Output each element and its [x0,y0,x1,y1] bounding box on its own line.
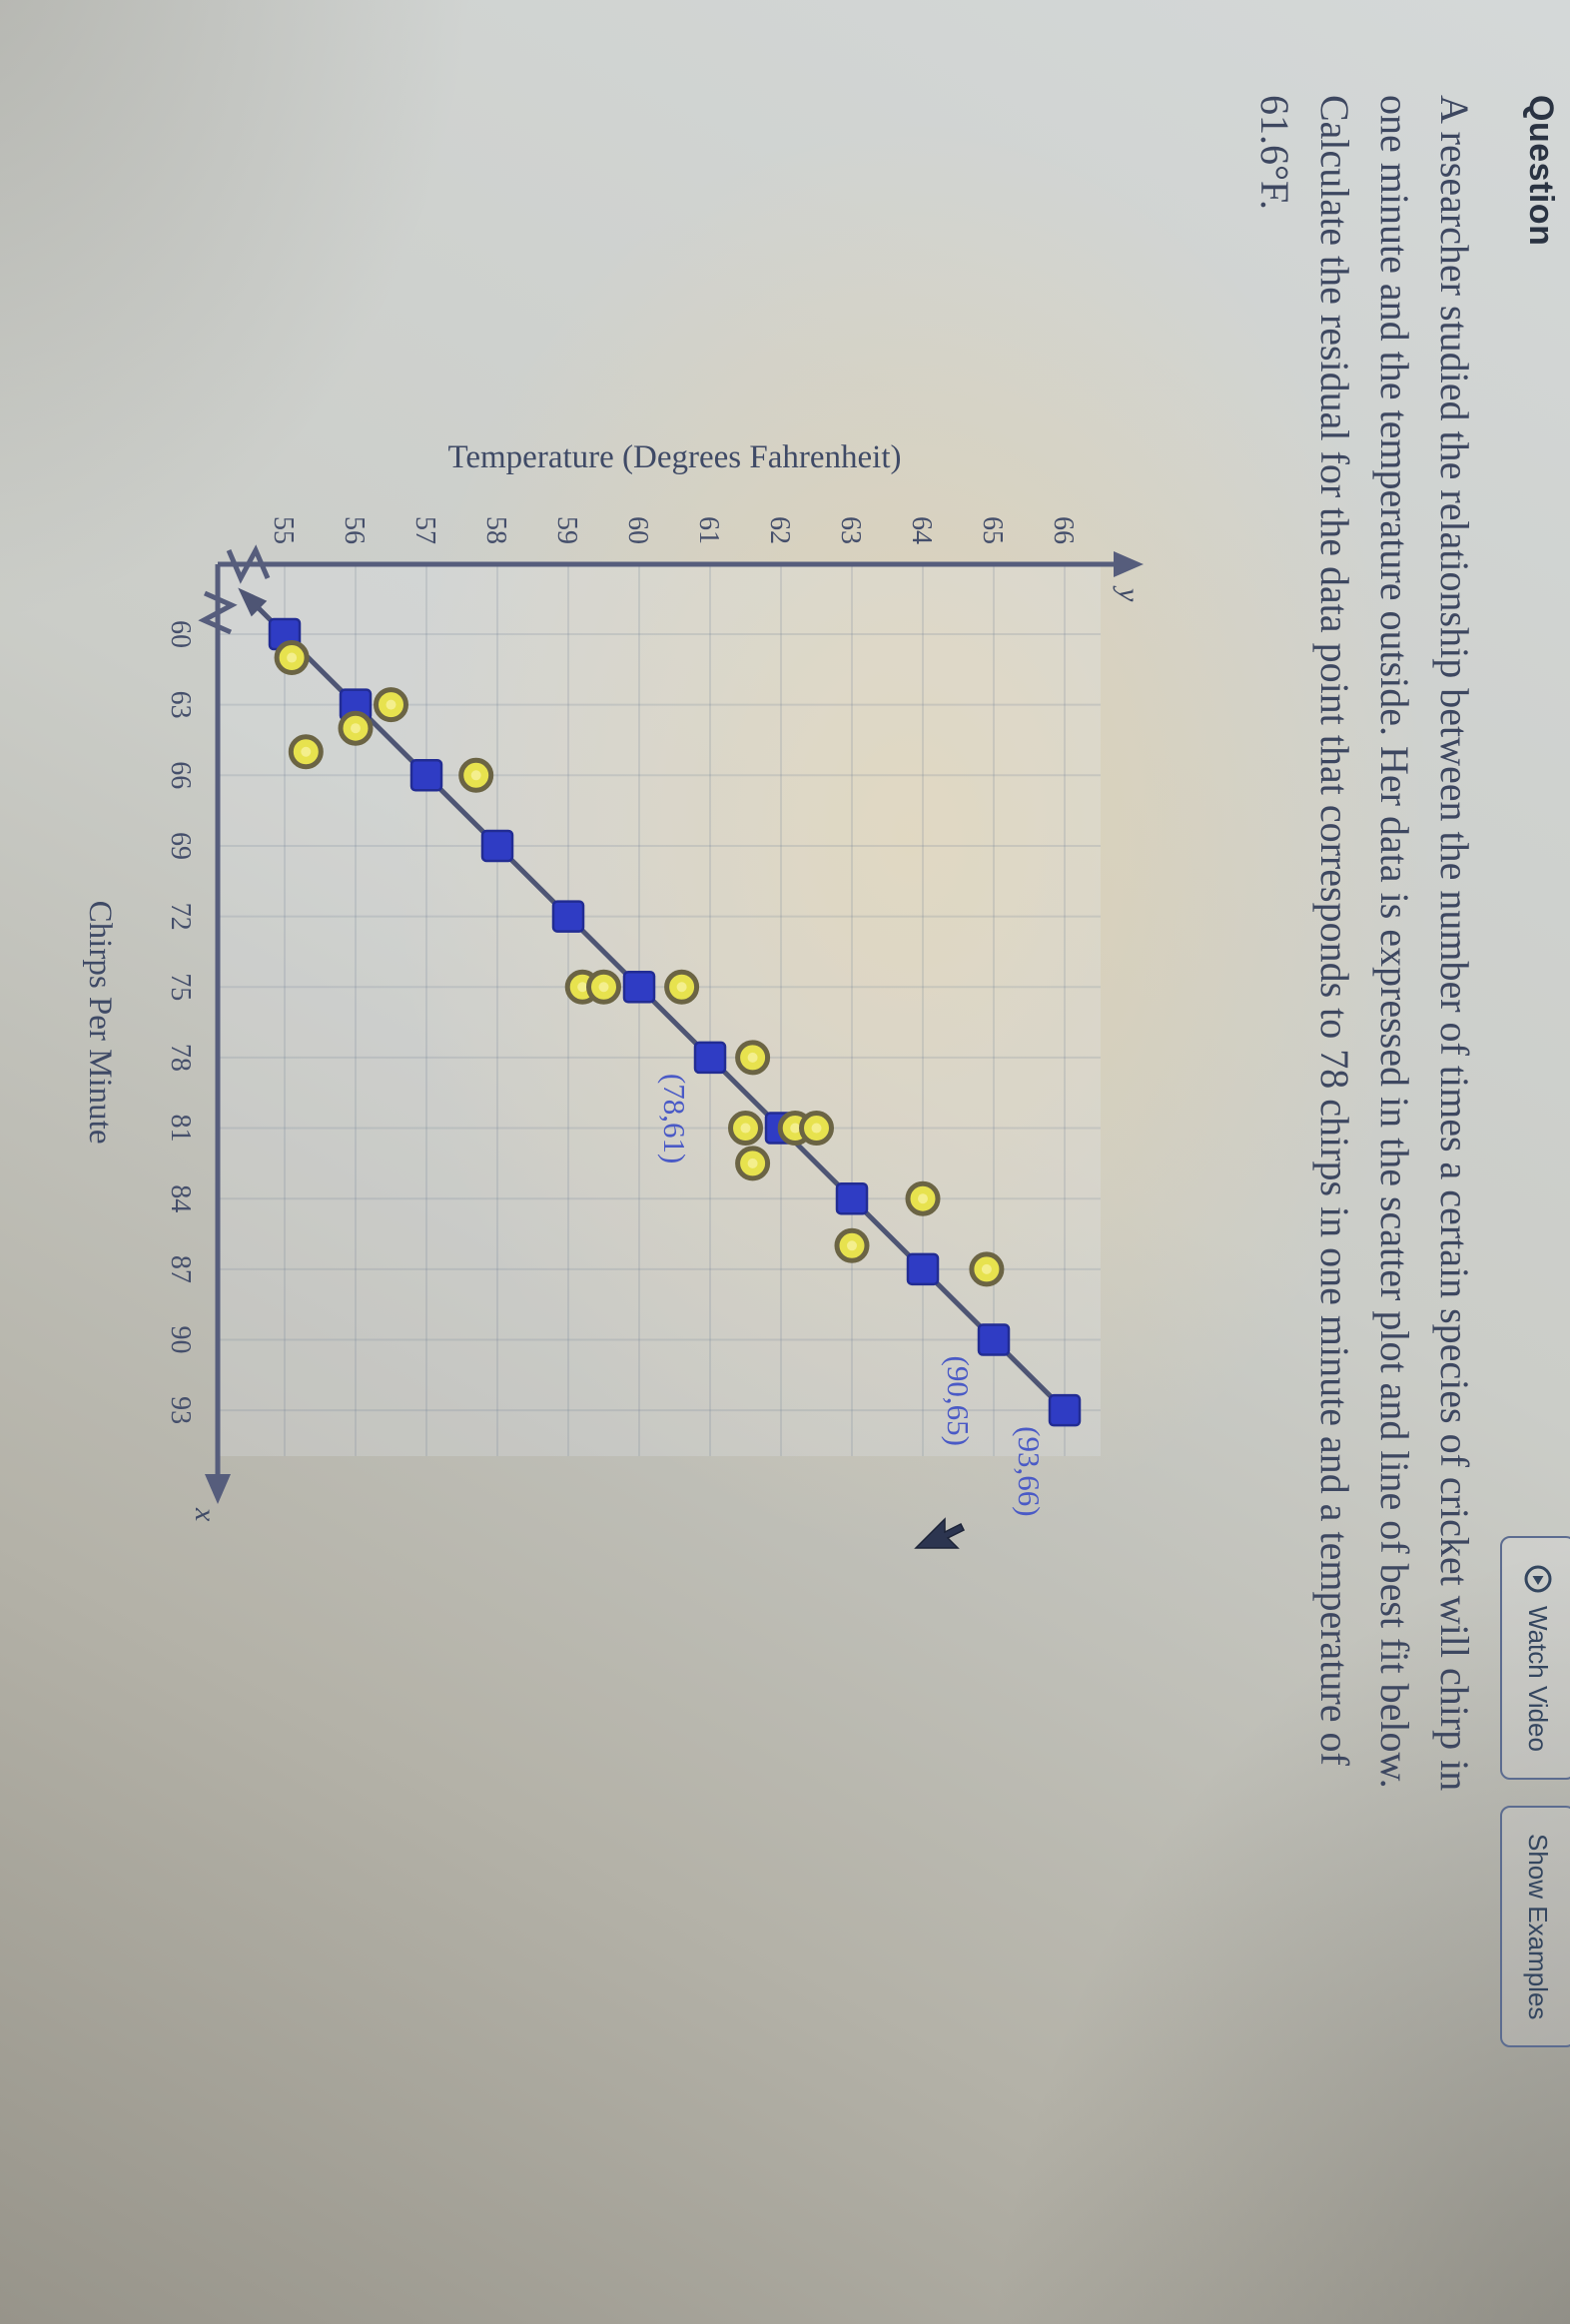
scatter-point-center [790,1123,801,1134]
y-tick-label: 60 [622,516,653,544]
y-tick-label: 56 [339,516,370,544]
x-tick-label: 75 [165,973,196,1001]
x-tick-label: 60 [165,620,196,648]
best-fit-point [480,829,514,863]
point-label: (90,65) [941,1356,976,1446]
best-fit-point [835,1181,869,1215]
scatter-point-center [981,1263,992,1274]
x-tick-label: 72 [165,903,196,931]
x-tick-label: 81 [165,1115,196,1143]
best-fit-point [1048,1393,1082,1427]
play-circle-icon [1523,1564,1553,1594]
mouse-cursor [914,1517,966,1549]
x-axis-letter: x [189,1507,222,1522]
scatter-point-center [676,982,687,993]
y-tick-label: 59 [551,516,582,544]
scatter-point-center [598,982,609,993]
x-tick-label: 87 [165,1255,196,1283]
x-tick-label: 84 [165,1184,196,1212]
scatter-point-center [470,770,481,781]
best-fit-point [693,1041,727,1075]
scatter-point-center [811,1123,822,1134]
best-fit-point [977,1323,1011,1356]
best-fit-point [551,900,585,933]
point-label: (78,61) [657,1074,692,1163]
scatter-point-center [747,1158,758,1168]
best-fit-point [622,971,656,1004]
y-tick-label: 66 [1048,516,1079,544]
scatter-point-center [287,652,298,663]
y-tick-label: 62 [764,516,795,544]
y-tick-label: 57 [409,516,440,544]
scatter-point-center [847,1240,857,1251]
header-buttons: Watch Video Show Examples [1500,1536,1570,2048]
watch-video-button[interactable]: Watch Video [1500,1536,1570,1780]
y-axis-break [226,544,271,584]
y-tick-label: 63 [835,516,866,544]
x-axis-arrow [205,1474,231,1504]
y-tick-label: 64 [906,516,937,544]
scatter-point-center [351,723,361,734]
y-tick-label: 65 [977,516,1008,544]
x-axis-title: Chirps Per Minute [82,901,118,1145]
scatter-point-center [386,699,396,710]
best-fit-point [906,1252,940,1286]
scatter-point-center [918,1193,928,1204]
scatter-point-center [747,1052,758,1063]
y-axis-title: Temperature (Degrees Fahrenheit) [448,439,902,475]
y-axis-arrow [1114,551,1144,577]
best-fit-point [409,759,443,792]
x-tick-label: 90 [165,1326,196,1354]
x-tick-label: 69 [165,832,196,860]
y-tick-label: 58 [480,516,511,544]
scatter-point-center [577,982,588,993]
x-tick-label: 78 [165,1044,196,1072]
x-tick-label: 63 [165,691,196,719]
point-label: (93,66) [1012,1426,1047,1516]
y-axis-letter: y [1113,585,1146,602]
scatter-point-center [740,1123,751,1134]
best-fit-line-arrow [238,587,268,617]
y-tick-label: 55 [268,516,299,544]
scatter-point-center [301,746,312,757]
x-axis-break [198,590,238,635]
x-tick-label: 93 [165,1396,196,1424]
x-tick-label: 66 [165,761,196,789]
y-tick-label: 61 [693,516,724,544]
